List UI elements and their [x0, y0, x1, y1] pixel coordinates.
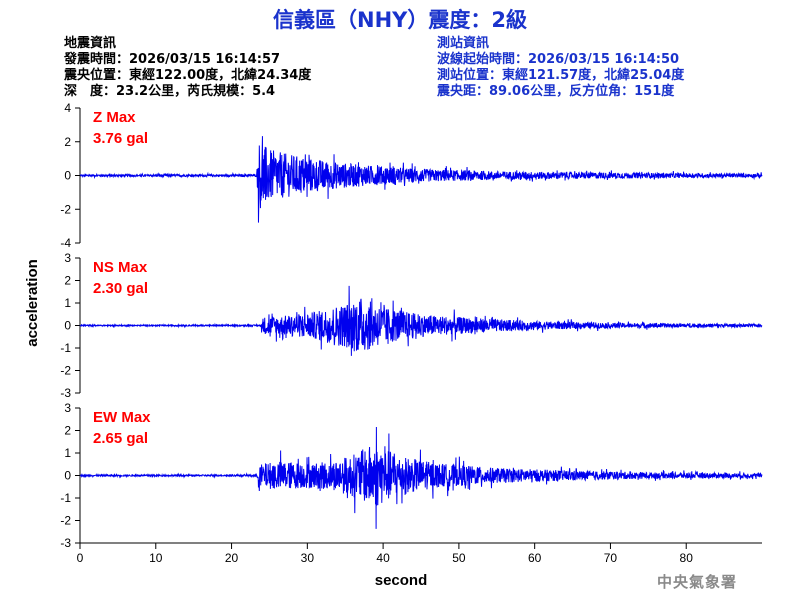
epicenter-location: 震央位置：東經122.00度，北緯24.34度: [64, 68, 312, 83]
waveform-ns: [79, 285, 763, 356]
x-tick-label: 0: [77, 551, 84, 565]
max-value-z: 3.76 gal: [93, 130, 148, 147]
quake-info: 地震資訊 發震時間：2026/03/15 16:14:57 震央位置：東經122…: [64, 36, 311, 100]
station-info: 測站資訊 波線起始時間：2026/03/15 16:14:50 測站位置：東經1…: [437, 36, 684, 100]
x-tick-label: 20: [225, 551, 239, 565]
y-tick-label: -1: [60, 491, 71, 505]
origin-time: 發震時間：2026/03/15 16:14:57: [64, 52, 281, 67]
y-tick-label: 0: [64, 169, 71, 183]
x-tick-label: 70: [604, 551, 618, 565]
credit-text: 中央氣象署: [657, 573, 738, 591]
distance-azimuth: 震央距：89.06公里，反方位角：151度: [437, 84, 675, 99]
y-tick-label: 3: [64, 251, 71, 265]
y-tick-label: -3: [60, 386, 71, 400]
y-tick-label: 3: [64, 401, 71, 415]
y-tick-label: -1: [60, 341, 71, 355]
max-value-ns: 2.30 gal: [93, 280, 148, 297]
y-tick-label: -2: [60, 364, 71, 378]
x-tick-label: 30: [301, 551, 315, 565]
y-tick-label: 2: [64, 135, 71, 149]
y-tick-label: 0: [64, 319, 71, 333]
waveform-ew: [79, 426, 763, 529]
y-axis-label: acceleration: [24, 259, 41, 347]
y-tick-label: 2: [64, 274, 71, 288]
x-axis-label: second: [375, 572, 428, 589]
y-tick-label: 2: [64, 424, 71, 438]
max-label-ns: NS Max: [93, 259, 148, 276]
x-tick-label: 40: [376, 551, 390, 565]
x-tick-label: 80: [680, 551, 694, 565]
y-tick-label: -2: [60, 514, 71, 528]
quake-info-heading: 地震資訊: [64, 36, 117, 51]
y-tick-label: -3: [60, 536, 71, 550]
depth-magnitude: 深 度：23.2公里，芮氏規模：5.4: [64, 84, 276, 99]
max-label-ew: EW Max: [93, 409, 151, 426]
max-value-ew: 2.65 gal: [93, 430, 148, 447]
x-tick-label: 50: [452, 551, 466, 565]
y-tick-label: 1: [64, 296, 71, 310]
waveform-z: [79, 136, 763, 223]
y-tick-label: -4: [60, 236, 71, 250]
x-tick-label: 10: [149, 551, 163, 565]
y-tick-label: 1: [64, 446, 71, 460]
x-tick-label: 60: [528, 551, 542, 565]
max-label-z: Z Max: [93, 109, 136, 126]
wave-start-time: 波線起始時間：2026/03/15 16:14:50: [437, 52, 680, 67]
station-info-heading: 測站資訊: [437, 36, 490, 51]
station-location: 測站位置：東經121.57度，北緯25.04度: [437, 68, 685, 83]
chart-title: 信義區（NHY）震度：2級: [273, 8, 527, 32]
y-tick-label: -2: [60, 202, 71, 216]
y-tick-label: 4: [64, 101, 71, 115]
y-tick-label: 0: [64, 469, 71, 483]
